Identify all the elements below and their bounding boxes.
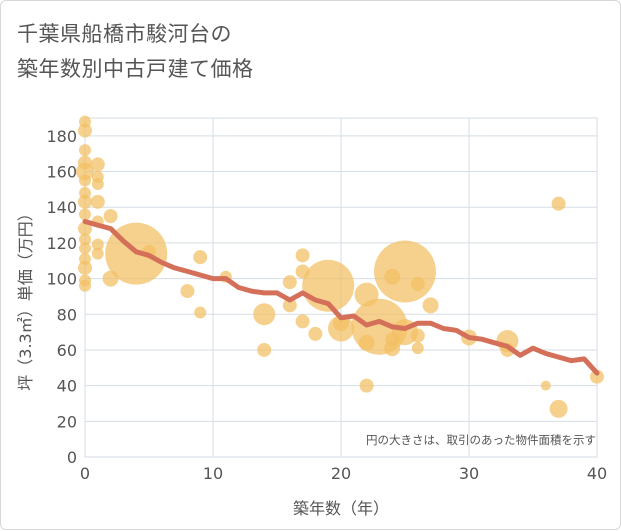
data-bubble <box>257 342 272 357</box>
data-bubble <box>79 279 91 292</box>
data-bubble <box>193 250 208 265</box>
y-tick-label: 40 <box>57 377 77 396</box>
data-bubble <box>374 240 436 303</box>
data-bubble <box>384 340 401 357</box>
y-tick-label: 80 <box>57 305 77 324</box>
data-bubble <box>295 314 310 329</box>
data-bubble <box>549 399 568 418</box>
data-bubble <box>282 275 297 290</box>
y-tick-label: 140 <box>46 198 77 217</box>
data-bubble <box>78 194 92 209</box>
y-tick-label: 60 <box>57 341 77 360</box>
data-bubble <box>78 260 92 275</box>
x-tick-label: 0 <box>80 464 90 483</box>
chart-title: 千葉県船橋市駿河台の 築年数別中古戸建て価格 <box>17 17 254 87</box>
data-bubble <box>410 276 425 291</box>
x-axis-label: 築年数（年） <box>293 499 389 518</box>
data-bubble <box>78 221 92 236</box>
data-bubble <box>253 303 276 326</box>
data-bubble <box>90 157 105 172</box>
data-bubble <box>79 242 91 255</box>
data-bubble <box>422 297 439 314</box>
x-tick-label: 10 <box>203 464 223 483</box>
x-tick-label: 30 <box>459 464 479 483</box>
y-tick-label: 180 <box>46 127 77 146</box>
title-line-2: 築年数別中古戸建て価格 <box>17 57 254 81</box>
data-bubble <box>308 326 323 341</box>
data-bubble <box>590 369 604 384</box>
data-bubble <box>79 174 91 187</box>
y-tick-label: 160 <box>46 163 77 182</box>
data-bubble <box>295 248 310 263</box>
data-bubble <box>194 306 207 319</box>
data-bubble <box>359 378 374 393</box>
data-bubble <box>91 178 104 191</box>
axis-ticks: 0 20 40 60 80 100 120 140 160 180 0 10 20 30 40 <box>46 127 607 483</box>
data-bubble <box>91 238 104 251</box>
data-bubble <box>76 162 94 181</box>
data-bubble <box>410 328 425 343</box>
y-tick-label: 0 <box>67 448 77 467</box>
y-tick-label: 120 <box>46 234 77 253</box>
data-bubble <box>90 194 105 209</box>
data-bubble <box>411 342 424 355</box>
data-bubble <box>79 208 91 221</box>
data-bubble <box>551 196 566 211</box>
y-tick-label: 20 <box>57 412 77 431</box>
y-tick-label: 100 <box>46 270 77 289</box>
data-bubble <box>91 247 104 260</box>
data-bubble <box>79 144 91 157</box>
y-axis-label: 坪（3.3㎡）単価（万円） <box>16 205 35 390</box>
x-tick-label: 40 <box>587 464 607 483</box>
x-tick-label: 20 <box>331 464 351 483</box>
bubble-layer <box>76 115 604 418</box>
data-bubble <box>282 298 297 313</box>
data-bubble <box>78 123 92 138</box>
data-bubble <box>103 209 118 224</box>
data-bubble <box>180 284 195 299</box>
average-price-line <box>82 219 600 376</box>
bubble-size-note: 円の大きさは、取引のあった物件面積を示す <box>366 433 596 447</box>
data-bubble <box>79 233 91 246</box>
data-bubble <box>540 380 551 391</box>
title-line-1: 千葉県船橋市駿河台の <box>17 22 232 46</box>
